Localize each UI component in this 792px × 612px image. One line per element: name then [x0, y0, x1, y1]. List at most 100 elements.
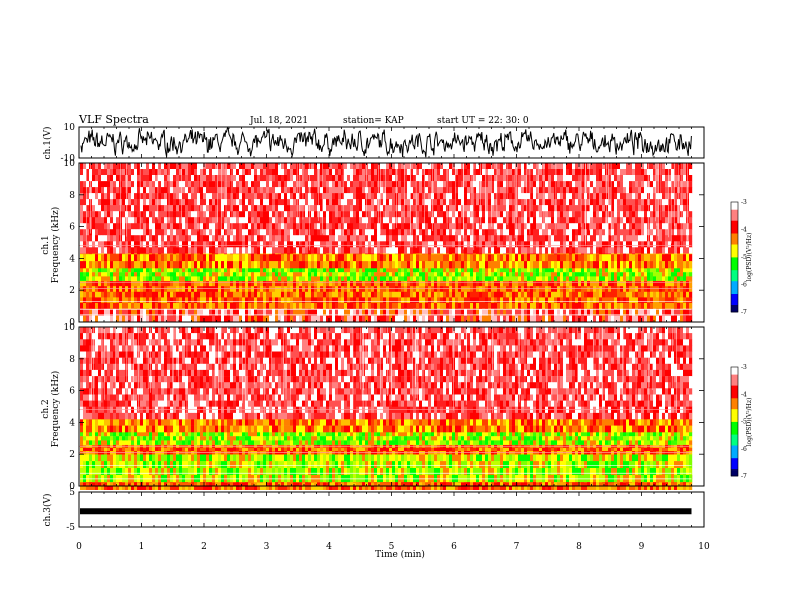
spectrogram-cell — [548, 187, 552, 194]
spectrogram-cell — [644, 217, 648, 224]
spectrogram-cell — [86, 272, 90, 277]
spectrogram-cell — [341, 254, 345, 262]
spectrogram-cell — [407, 193, 411, 200]
spectrogram-cell — [299, 280, 303, 287]
spectrogram-cell — [482, 211, 486, 218]
spectrogram-cell — [581, 211, 585, 218]
spectrogram-cell — [620, 169, 624, 176]
spectrogram-cell — [602, 261, 606, 269]
spectrogram-cell — [305, 267, 309, 273]
spectrogram-cell — [128, 175, 132, 182]
spectrogram-cell — [419, 211, 423, 218]
spectrogram-cell — [569, 193, 573, 200]
spectrogram-cell — [134, 261, 138, 269]
spectrogram-cell — [392, 280, 396, 287]
spectrogram-cell — [197, 217, 201, 224]
spectrogram-cell — [248, 254, 252, 262]
spectrogram-cell — [635, 169, 639, 176]
spectrogram-cell — [332, 187, 336, 194]
spectrogram-cell — [503, 272, 507, 277]
spectrogram-cell — [242, 272, 246, 277]
spectrogram-cell — [557, 280, 561, 287]
spectrogram-cell — [305, 309, 309, 316]
spectrogram-cell — [470, 302, 474, 309]
spectrogram-cell — [629, 276, 633, 281]
spectrogram-cell — [545, 163, 549, 170]
spectrogram-cell — [404, 217, 408, 224]
spectrogram-cell — [209, 193, 213, 200]
spectrogram-cell — [680, 163, 684, 170]
spectrogram-cell — [290, 217, 294, 224]
spectrogram-cell — [344, 254, 348, 262]
spectrogram-cell — [155, 211, 159, 218]
spectrogram-cell — [311, 276, 315, 281]
spectrogram-cell — [200, 297, 204, 304]
spectrogram-cell — [683, 291, 687, 298]
spectrogram-cell — [680, 193, 684, 200]
spectrogram-cell — [449, 187, 453, 194]
spectrogram-cell — [206, 163, 210, 170]
spectrogram-cell — [473, 261, 477, 269]
spectrogram-cell — [425, 286, 429, 293]
spectrogram-cell — [155, 254, 159, 262]
spectrogram-cell — [497, 276, 501, 281]
spectrogram-cell — [344, 261, 348, 269]
spectrogram-cell — [467, 217, 471, 224]
spectrogram-cell — [398, 280, 402, 287]
spectrogram-cell — [269, 217, 273, 224]
spectrogram-cell — [122, 302, 126, 309]
spectrogram-cell — [260, 286, 264, 293]
spectrogram-cell — [518, 276, 522, 281]
spectrogram-cell — [458, 211, 462, 218]
spectrogram-cell — [464, 175, 468, 182]
spectrogram-cell — [134, 217, 138, 224]
spectrogram-cell — [566, 286, 570, 293]
spectrogram-cell — [632, 199, 636, 206]
spectrogram-cell — [449, 309, 453, 316]
spectrogram-cell — [605, 315, 609, 323]
spectrogram-cell — [482, 261, 486, 269]
spectrogram-cell — [239, 291, 243, 298]
spectrogram-cell — [173, 302, 177, 309]
spectrogram-cell — [317, 280, 321, 287]
spectrogram-cell — [293, 302, 297, 309]
spectrogram-cell — [596, 302, 600, 309]
spectrogram-cell — [134, 163, 138, 170]
spectrogram-cell — [470, 267, 474, 273]
spectrogram-cell — [665, 267, 669, 273]
spectrogram-cell — [278, 199, 282, 206]
spectrogram-cell — [488, 187, 492, 194]
spectrogram-cell — [170, 291, 174, 298]
spectrogram-cell — [365, 286, 369, 293]
spectrogram-cell — [524, 181, 528, 188]
spectrogram-cell — [641, 276, 645, 281]
spectrogram-cell — [398, 315, 402, 323]
spectrogram-cell — [125, 291, 129, 298]
spectrogram-cell — [482, 302, 486, 309]
spectrogram-cell — [440, 205, 444, 212]
spectrogram-cell — [353, 205, 357, 212]
spectrogram-cell — [143, 286, 147, 293]
spectrogram-cell — [80, 217, 84, 224]
spectrogram-cell — [323, 276, 327, 281]
spectrogram-cell — [287, 272, 291, 277]
spectrogram-cell — [461, 315, 465, 323]
spectrogram-cell — [290, 175, 294, 182]
spectrogram-cell — [383, 199, 387, 206]
spectrogram-cell — [338, 199, 342, 206]
spectrogram-cell — [326, 286, 330, 293]
spectrogram-cell — [458, 181, 462, 188]
spectrogram-cell — [170, 169, 174, 176]
spectrogram-cell — [95, 276, 99, 281]
spectrogram-cell — [149, 276, 153, 281]
spectrogram-cell — [215, 217, 219, 224]
spectrogram-cell — [203, 280, 207, 287]
spectrogram-cell — [557, 217, 561, 224]
spectrogram-cell — [395, 280, 399, 287]
spectrogram-cell — [98, 199, 102, 206]
spectrogram-cell — [455, 272, 459, 277]
spectrogram-cell — [509, 163, 513, 170]
spectrogram-cell — [194, 276, 198, 281]
spectrogram-cell — [260, 163, 264, 170]
spectrogram-cell — [617, 193, 621, 200]
